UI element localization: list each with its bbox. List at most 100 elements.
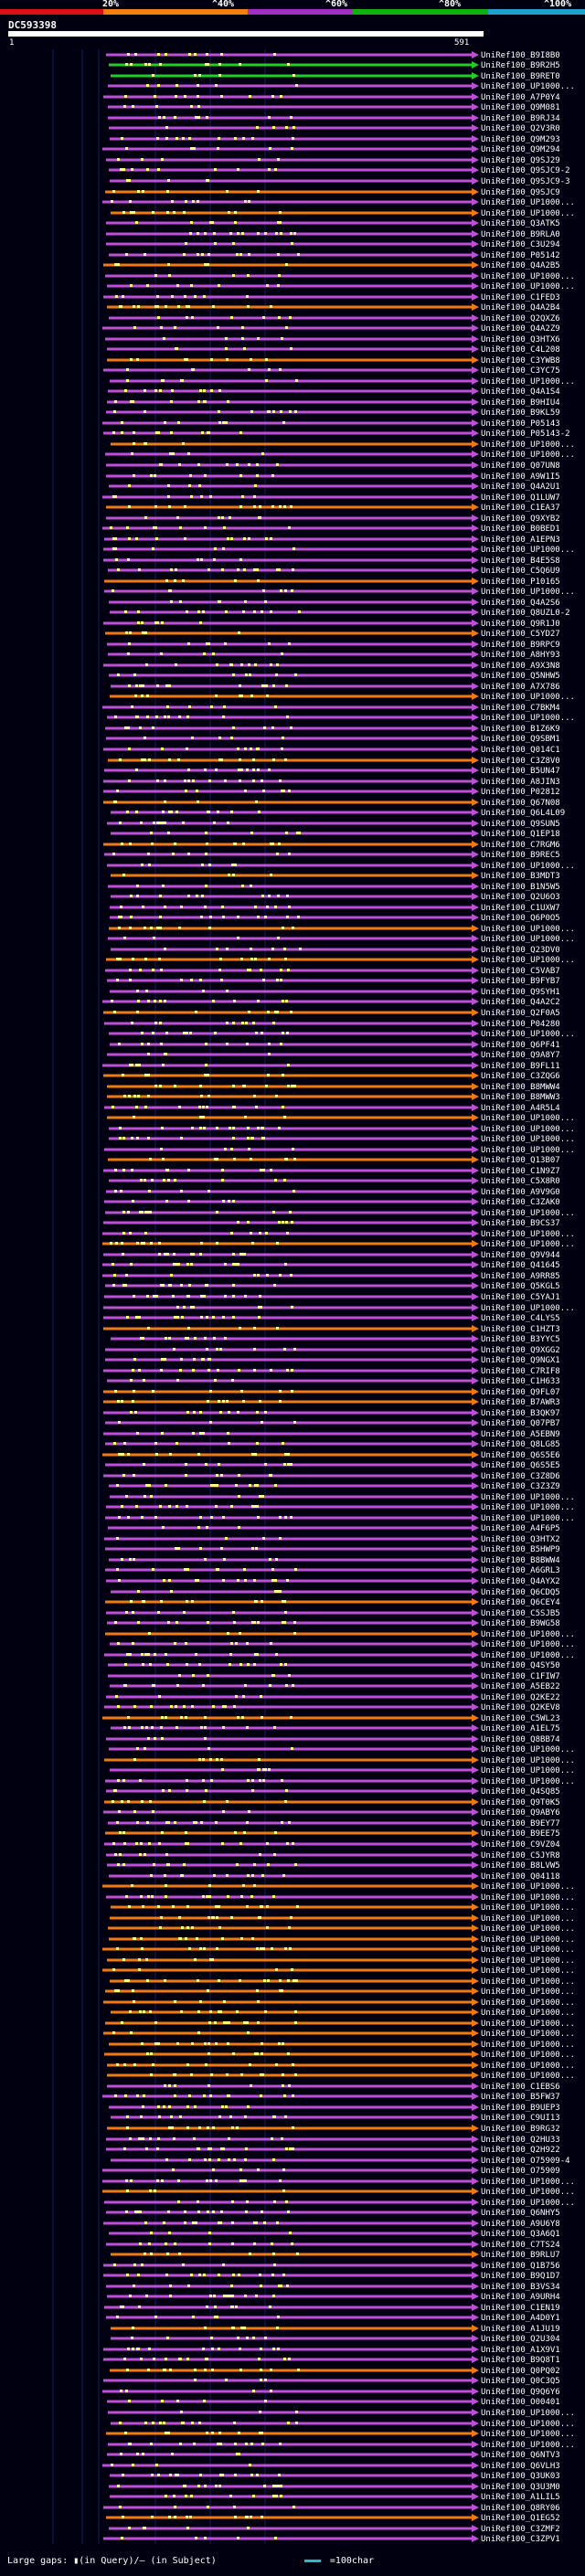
hit-label[interactable]: UniRef100_UP1000...: [481, 1230, 575, 1239]
hit-label[interactable]: UniRef100_Q3U3M0: [481, 2483, 560, 2492]
hit-label[interactable]: UniRef100_Q2KEV8: [481, 1703, 560, 1712]
hit-label[interactable]: UniRef100_B9RET0: [481, 72, 560, 81]
hit-label[interactable]: UniRef100_C3YC75: [481, 366, 560, 376]
hit-label[interactable]: UniRef100_B1Z6K9: [481, 725, 560, 734]
hit-label[interactable]: UniRef100_UP1000...: [481, 2030, 575, 2039]
hit-label[interactable]: UniRef100_UP1000...: [481, 1146, 575, 1155]
hit-label[interactable]: UniRef100_C5Q6U9: [481, 567, 560, 576]
hit-label[interactable]: UniRef100_B1N5W5: [481, 883, 560, 892]
hit-label[interactable]: UniRef100_B9HIU4: [481, 398, 560, 408]
hit-label[interactable]: UniRef100_B5UN47: [481, 767, 560, 776]
hit-label[interactable]: UniRef100_UP1000...: [481, 377, 575, 387]
hit-label[interactable]: UniRef100_Q9SJ29: [481, 156, 560, 165]
hit-label[interactable]: UniRef100_C5JYR8: [481, 1851, 560, 1860]
hit-label[interactable]: UniRef100_P05143: [481, 419, 560, 429]
hit-label[interactable]: UniRef100_UP1000...: [481, 1956, 575, 1966]
hit-label[interactable]: UniRef100_Q9V944: [481, 1251, 560, 1260]
hit-label[interactable]: UniRef100_UP1000...: [481, 1766, 575, 1776]
hit-label[interactable]: UniRef100_Q13B07: [481, 1156, 560, 1165]
hit-label[interactable]: UniRef100_A8HY93: [481, 651, 560, 660]
hit-label[interactable]: UniRef100_UP1000...: [481, 862, 575, 871]
hit-label[interactable]: UniRef100_C3ZPV1: [481, 2535, 560, 2544]
hit-label[interactable]: UniRef100_Q07PB7: [481, 1419, 560, 1428]
hit-label[interactable]: UniRef100_Q2QXZ6: [481, 314, 560, 323]
hit-label[interactable]: UniRef100_Q9R1J0: [481, 620, 560, 629]
hit-label[interactable]: UniRef100_UP1000...: [481, 1651, 575, 1660]
hit-label[interactable]: UniRef100_UP1000...: [481, 1135, 575, 1144]
hit-label[interactable]: UniRef100_Q5NHW5: [481, 672, 560, 681]
hit-label[interactable]: UniRef100_UP1000...: [481, 2072, 575, 2081]
hit-label[interactable]: UniRef100_A4D0Y1: [481, 2314, 560, 2323]
hit-label[interactable]: UniRef100_B8MWW4: [481, 1083, 560, 1092]
hit-label[interactable]: UniRef100_B3MDT3: [481, 872, 560, 881]
hit-label[interactable]: UniRef100_C3ZQG6: [481, 1072, 560, 1081]
hit-label[interactable]: UniRef100_UP1000...: [481, 1640, 575, 1649]
hit-label[interactable]: UniRef100_Q6NHY5: [481, 2209, 560, 2218]
hit-label[interactable]: UniRef100_Q9A8Y7: [481, 1051, 560, 1060]
hit-label[interactable]: UniRef100_UP1000...: [481, 451, 575, 460]
hit-label[interactable]: UniRef100_C5YD27: [481, 630, 560, 639]
hit-label[interactable]: UniRef100_A9X3N8: [481, 662, 560, 671]
hit-label[interactable]: UniRef100_Q4A2U1: [481, 482, 560, 492]
hit-label[interactable]: UniRef100_C9VZ04: [481, 1840, 560, 1850]
hit-label[interactable]: UniRef100_Q9NGX1: [481, 1356, 560, 1365]
hit-label[interactable]: UniRef100_B0BED1: [481, 525, 560, 534]
hit-label[interactable]: UniRef100_B9I8B0: [481, 51, 560, 60]
hit-label[interactable]: UniRef100_B9RG32: [481, 2125, 560, 2134]
hit-label[interactable]: UniRef100_Q6P0O5: [481, 914, 560, 923]
hit-label[interactable]: UniRef100_UP1000...: [481, 1998, 575, 2008]
hit-label[interactable]: UniRef100_A1LIL5: [481, 2493, 560, 2502]
hit-label[interactable]: UniRef100_Q3ATK5: [481, 219, 560, 228]
hit-label[interactable]: UniRef100_Q23DV0: [481, 946, 560, 955]
hit-label[interactable]: UniRef100_C3ZMF2: [481, 2525, 560, 2534]
hit-label[interactable]: UniRef100_B3QK97: [481, 1409, 560, 1418]
hit-label[interactable]: UniRef100_Q2HU33: [481, 2136, 560, 2145]
hit-label[interactable]: UniRef100_UP1000...: [481, 1114, 575, 1123]
hit-label[interactable]: UniRef100_Q9Q6Y6: [481, 2388, 560, 2397]
hit-label[interactable]: UniRef100_Q4A2B4: [481, 303, 560, 313]
hit-label[interactable]: UniRef100_B9RLU7: [481, 2251, 560, 2260]
hit-label[interactable]: UniRef100_Q0C3Q5: [481, 2377, 560, 2386]
hit-label[interactable]: UniRef100_A9RR85: [481, 1272, 560, 1281]
hit-label[interactable]: UniRef100_UP1000...: [481, 2051, 575, 2060]
hit-label[interactable]: UniRef100_B9RLA0: [481, 230, 560, 239]
hit-label[interactable]: UniRef100_UP1000...: [481, 1935, 575, 1945]
hit-label[interactable]: UniRef100_UP1000...: [481, 2019, 575, 2029]
hit-label[interactable]: UniRef100_Q2H922: [481, 2146, 560, 2155]
hit-label[interactable]: UniRef100_Q2V3R0: [481, 124, 560, 133]
hit-label[interactable]: UniRef100_C3Z3Z9: [481, 1482, 560, 1491]
hit-label[interactable]: UniRef100_C9UI13: [481, 2114, 560, 2123]
hit-label[interactable]: UniRef100_UP1000...: [481, 1924, 575, 1934]
hit-label[interactable]: UniRef100_B8MWW3: [481, 1093, 560, 1102]
hit-label[interactable]: UniRef100_P05143-2: [481, 429, 570, 439]
hit-label[interactable]: UniRef100_B7AWR3: [481, 1398, 560, 1407]
hit-label[interactable]: UniRef100_Q5KGL5: [481, 1282, 560, 1291]
hit-label[interactable]: UniRef100_UP1000...: [481, 1914, 575, 1924]
hit-label[interactable]: UniRef100_C5YAJ1: [481, 1293, 560, 1302]
hit-label[interactable]: UniRef100_C7RIF8: [481, 1367, 560, 1376]
hit-label[interactable]: UniRef100_Q9XYB2: [481, 514, 560, 524]
hit-label[interactable]: UniRef100_UP1000...: [481, 2409, 575, 2418]
hit-label[interactable]: UniRef100_Q2U304: [481, 2335, 560, 2344]
hit-label[interactable]: UniRef100_O75909: [481, 2167, 560, 2176]
hit-label[interactable]: UniRef100_UP1000...: [481, 2430, 575, 2439]
hit-label[interactable]: UniRef100_C1EA37: [481, 504, 560, 513]
hit-label[interactable]: UniRef100_A1X9V1: [481, 2346, 560, 2355]
hit-label[interactable]: UniRef100_B9RPC9: [481, 641, 560, 650]
hit-label[interactable]: UniRef100_Q6NTV3: [481, 2451, 560, 2460]
hit-label[interactable]: UniRef100_Q3A6Q1: [481, 2230, 560, 2239]
hit-label[interactable]: UniRef100_Q9SUN5: [481, 820, 560, 829]
hit-label[interactable]: UniRef100_C1FIW7: [481, 1672, 560, 1681]
hit-label[interactable]: UniRef100_Q9SJC9: [481, 188, 560, 197]
hit-label[interactable]: UniRef100_B4E5S8: [481, 557, 560, 566]
hit-label[interactable]: UniRef100_A1JU19: [481, 2325, 560, 2334]
hit-label[interactable]: UniRef100_Q1B756: [481, 2262, 560, 2271]
hit-label[interactable]: UniRef100_C3Z8V0: [481, 757, 560, 766]
hit-label[interactable]: UniRef100_UP1000...: [481, 1988, 575, 1997]
hit-label[interactable]: UniRef100_UP1000...: [481, 2188, 575, 2197]
hit-label[interactable]: UniRef100_B9FYB7: [481, 977, 560, 986]
hit-label[interactable]: UniRef100_B8BWW4: [481, 1556, 560, 1565]
hit-label[interactable]: UniRef100_UP1000...: [481, 588, 575, 597]
hit-label[interactable]: UniRef100_A5EBN9: [481, 1430, 560, 1439]
hit-label[interactable]: UniRef100_UP1000...: [481, 935, 575, 944]
